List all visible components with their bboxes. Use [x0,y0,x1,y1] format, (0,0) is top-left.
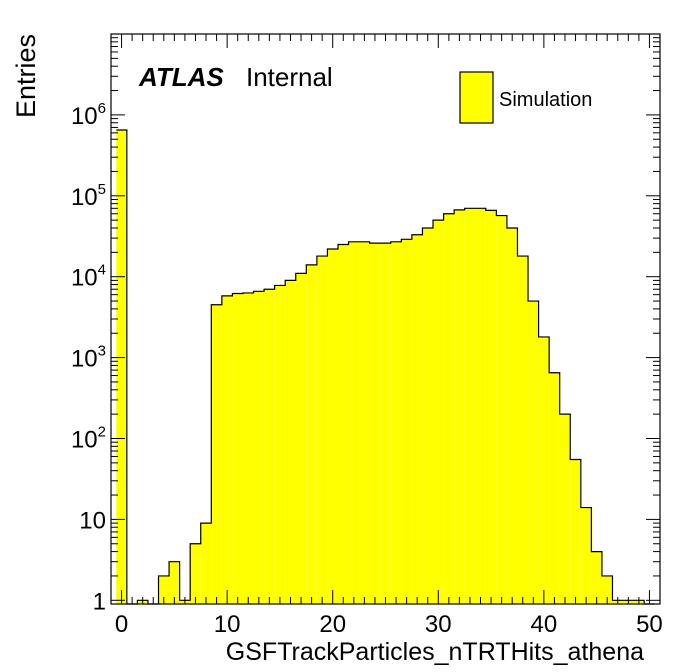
y-tick-label-exponent: 3 [98,343,106,360]
histogram-bar [221,295,233,604]
histogram-bar [232,293,243,604]
y-tick-label-base: 10 [79,507,106,534]
histogram-bar [264,289,275,604]
histogram-bar [433,220,444,604]
y-tick-label-exponent: 2 [98,423,106,440]
x-tick-label: 30 [425,611,452,638]
histogram-bar [570,459,581,604]
histogram-bar [549,372,560,604]
y-tick-label-base: 10 [71,265,98,292]
histogram-bar [485,210,497,604]
histogram-bar [306,264,317,604]
histogram-bar [285,280,296,604]
y-tick-label-base: 1 [93,588,106,615]
legend: Simulation [459,71,592,124]
histogram-bar [411,234,423,605]
histogram-bar [348,241,360,605]
histogram-bar [496,215,507,604]
x-tick-labels: 0 10 20 30 40 50 [115,611,663,638]
x-tick-label: 20 [319,611,346,638]
histogram-bar [337,244,349,605]
y-tick-label-base: 10 [71,184,98,211]
histogram-bar [580,507,592,604]
plot-frame [110,33,661,605]
y-tick-label: 103 [71,343,106,373]
axis-ticks [111,33,660,604]
histogram-bar [506,227,518,604]
histogram-bar [591,551,602,604]
x-tick-label: 50 [636,611,663,638]
histogram-bar [359,241,370,605]
histogram-bar [454,209,465,604]
x-tick-label: 0 [115,611,128,638]
histogram-bar [369,243,381,605]
y-tick-label-exponent: 4 [98,262,106,279]
histogram-bar [517,256,529,604]
histogram-bar [380,243,391,605]
y-tick-label: 10 [79,507,106,534]
y-tick-label-base: 10 [71,103,98,130]
y-tick-label: 1 [93,588,106,615]
histogram-bar [190,543,201,604]
histogram-bar [422,227,434,604]
histogram-bar [475,208,486,604]
x-tick-label: 40 [531,611,558,638]
histogram-bar [327,248,338,605]
y-tick-label: 105 [71,181,106,211]
histogram-bar [116,130,127,604]
histogram-bar [316,256,328,604]
y-axis-label: Entries [11,34,41,118]
y-tick-label-base: 10 [71,426,98,453]
legend-label: Simulation [499,89,592,111]
histogram-bar [253,291,265,604]
histogram-bar [559,414,571,604]
legend-swatch [459,71,494,124]
histogram-bars [116,129,655,605]
histogram-bar [390,241,402,605]
histogram-bar [274,285,286,604]
y-tick-label: 102 [71,423,106,453]
histogram-outline [116,129,655,605]
histogram-bar [242,292,254,604]
histogram-bar [464,208,476,604]
histogram-bar [200,523,212,604]
y-tick-label-base: 10 [71,346,98,373]
y-tick-label-exponent: 6 [98,100,106,117]
histogram-bar [601,575,613,604]
y-tick-label: 106 [71,100,106,130]
histogram-bar [443,213,455,604]
histogram-bar [538,336,550,604]
atlas-label-internal: Internal [246,62,333,92]
y-tick-label: 104 [71,262,106,292]
atlas-label: ATLAS Internal [138,62,333,92]
x-tick-label: 10 [214,611,241,638]
histogram-bar [528,301,539,604]
histogram-bar [401,239,412,604]
x-axis-label: GSFTrackParticles_nTRTHits_athena [226,638,644,666]
atlas-label-bold: ATLAS [138,62,224,92]
histogram-bar [158,575,170,604]
histogram-bar [295,273,307,604]
histogram-bar [169,561,180,604]
y-tick-label-exponent: 5 [98,181,106,198]
histogram-bar [211,304,222,604]
